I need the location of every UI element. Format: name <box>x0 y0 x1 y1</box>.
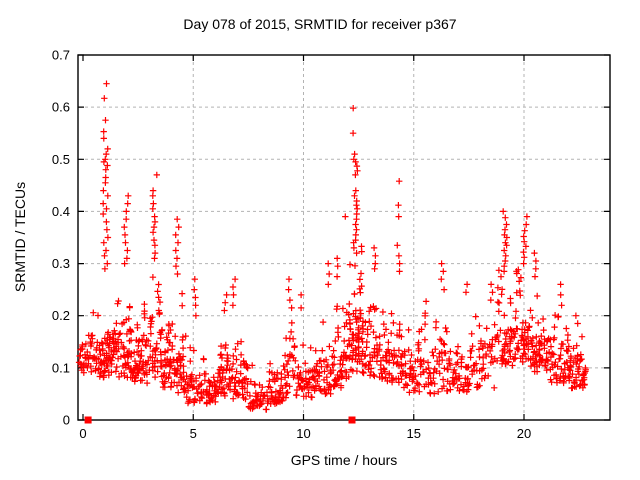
y-tick-label: 0 <box>63 413 70 428</box>
axis-ticks <box>78 54 610 421</box>
x-tick-label: 15 <box>407 426 421 441</box>
y-tick-label: 0.4 <box>52 204 70 219</box>
x-tick-label: 5 <box>190 426 197 441</box>
y-tick-label: 0.2 <box>52 308 70 323</box>
y-tick-label: 0.6 <box>52 100 70 115</box>
y-tick-label: 0.5 <box>52 152 70 167</box>
x-tick-label: 20 <box>517 426 531 441</box>
chart-title: Day 078 of 2015, SRMTID for receiver p36… <box>183 16 457 32</box>
axis-square-marker <box>84 416 92 424</box>
y-tick-label: 0.1 <box>52 360 70 375</box>
axis-square-marker <box>348 416 356 424</box>
y-tick-label: 0.7 <box>52 48 70 63</box>
scatter-points <box>75 80 589 413</box>
x-axis-label: GPS time / hours <box>290 452 398 468</box>
x-tick-label: 0 <box>79 426 86 441</box>
plot-border <box>77 54 611 421</box>
x-tick-label: 10 <box>296 426 310 441</box>
y-tick-label: 0.3 <box>52 256 70 271</box>
